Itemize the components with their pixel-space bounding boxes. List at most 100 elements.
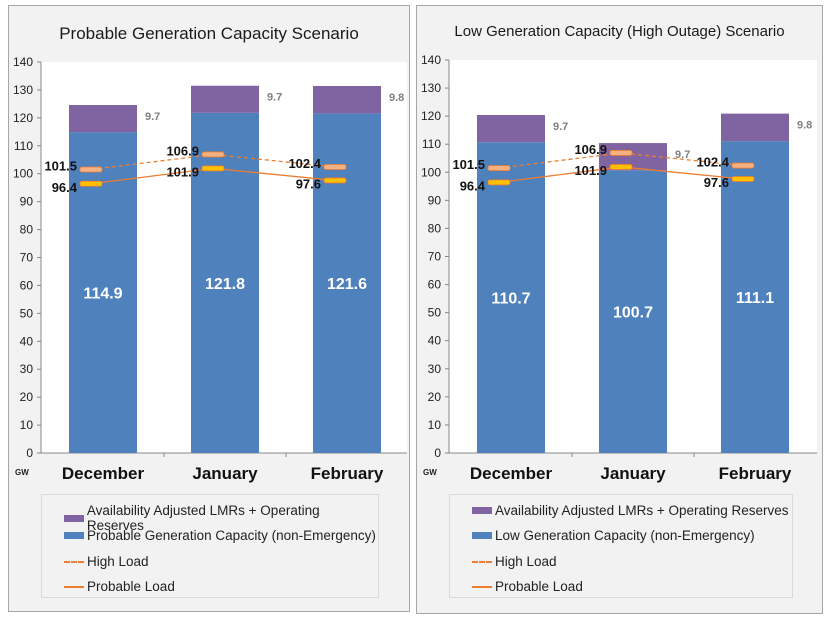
line-data-label: 101.5 [452,157,485,172]
legend-swatch [472,507,492,514]
legend-item: Low Generation Capacity (non-Emergency) [472,528,755,543]
y-tick-label: 100 [13,167,33,181]
y-axis-unit: GW [15,468,29,477]
y-tick-label: 40 [428,334,442,348]
bar-data-label: 9.7 [145,111,160,123]
line-marker [79,180,103,187]
bar-segment [599,143,667,171]
y-tick-label: 0 [434,446,441,460]
line-marker [323,177,347,184]
y-tick-label: 80 [428,221,442,235]
line-marker [487,165,511,171]
chart-plot: 0 10 20 30 40 50 60 70 80 90 100 110 120 130 140 GW Dece… [421,53,817,483]
bar-segment [313,113,381,453]
bar-segment [477,115,545,143]
legend-swatch [472,532,492,539]
x-tick-label: February [311,464,384,483]
bar-data-label: 9.8 [797,120,812,132]
y-tick-label: 140 [13,55,33,69]
line-marker [731,176,755,182]
legend-label: Probable Load [87,579,175,594]
bar-segment [69,105,137,133]
line-marker [201,151,225,158]
bar-segment [721,113,789,142]
bar-data-label: 100.7 [613,305,653,322]
y-tick-label: 100 [421,165,441,179]
line-data-label: 97.6 [704,175,729,190]
legend-swatch [64,514,84,522]
line-marker [201,165,225,172]
legend-item: Availability Adjusted LMRs + Operating R… [64,503,378,533]
y-tick-label: 130 [421,81,441,95]
y-tick-label: 80 [20,223,34,237]
line-data-label: 101.9 [166,164,199,179]
chart-plot: 0 10 20 30 40 50 60 70 80 90 100 110 120 130 140 GW Dece… [13,55,407,483]
bar-data-label: 9.7 [675,149,690,161]
y-tick-label: 0 [26,446,33,460]
y-tick-label: 110 [422,137,441,151]
line-data-label: 101.5 [44,159,77,174]
line-data-label: 97.6 [296,176,321,191]
bar-data-label: 9.8 [389,92,404,104]
chart-panel-low: Low Generation Capacity (High Outage) Sc… [416,5,823,614]
line-marker [487,179,511,186]
bar-data-label: 111.1 [736,290,774,307]
y-tick-label: 70 [20,251,34,265]
line-data-label: 96.4 [52,180,78,195]
bar-data-label: 9.7 [267,92,282,104]
x-tick-label: January [600,464,666,483]
legend-swatch [64,532,84,539]
line-data-label: 106.9 [574,142,607,157]
x-tick-label: December [62,464,145,483]
y-tick-label: 50 [20,306,34,320]
y-tick-label: 60 [20,278,34,292]
legend-label: Availability Adjusted LMRs + Operating R… [86,503,320,533]
y-tick-label: 110 [14,139,33,153]
y-tick-label: 120 [13,111,33,125]
legend-swatch [472,560,492,563]
bar-segment [599,170,667,453]
legend-label: Probable Generation Capacity (non-Emerge… [87,528,376,543]
legend-swatch [472,585,492,588]
chart-legend: Availability Adjusted LMRs + Operating R… [41,494,379,598]
y-tick-label: 20 [20,390,34,404]
line-marker [609,150,633,156]
line-data-label: 102.4 [288,156,321,171]
y-tick-label: 140 [421,53,441,67]
bar-data-label: 121.8 [205,276,245,293]
x-tick-label: December [470,464,553,483]
legend-label: Availability Adjusted LMRs + Operating R… [495,503,789,518]
y-tick-label: 20 [428,390,442,404]
line-marker [731,162,755,169]
y-tick-label: 10 [20,418,34,432]
chart-panel-probable: Probable Generation Capacity Scenario 0 1… [8,5,410,612]
legend-swatch [64,585,84,588]
x-tick-label: February [719,464,792,483]
y-tick-label: 10 [428,418,442,432]
chart-title: Low Generation Capacity (High Outage) Sc… [454,23,785,40]
chart-title: Probable Generation Capacity Scenario [59,24,359,43]
bar-segment [477,142,545,454]
y-tick-label: 130 [13,83,33,97]
legend-item: Availability Adjusted LMRs + Operating R… [472,503,789,518]
bar-segment [721,141,789,453]
line-marker [609,164,633,170]
legend-item: High Load [64,554,149,569]
bar-data-label: 114.9 [83,286,122,303]
y-axis-unit: GW [423,468,437,477]
line-data-label: 96.4 [460,178,486,193]
legend-label: Low Generation Capacity (non-Emergency) [495,528,755,543]
y-tick-label: 90 [428,193,442,207]
legend-swatch [64,560,84,563]
y-tick-label: 60 [428,278,442,292]
x-tick-label: January [192,464,258,483]
chart-legend: Availability Adjusted LMRs + Operating R… [449,494,793,598]
legend-label: Probable Load [495,579,583,594]
y-tick-label: 70 [428,250,442,264]
bar-segment [191,85,259,113]
legend-item: Probable Generation Capacity (non-Emerge… [64,528,376,543]
y-tick-label: 40 [20,334,34,348]
line-marker [79,166,103,173]
legend-item: Probable Load [472,579,583,594]
line-data-label: 102.4 [696,155,729,170]
